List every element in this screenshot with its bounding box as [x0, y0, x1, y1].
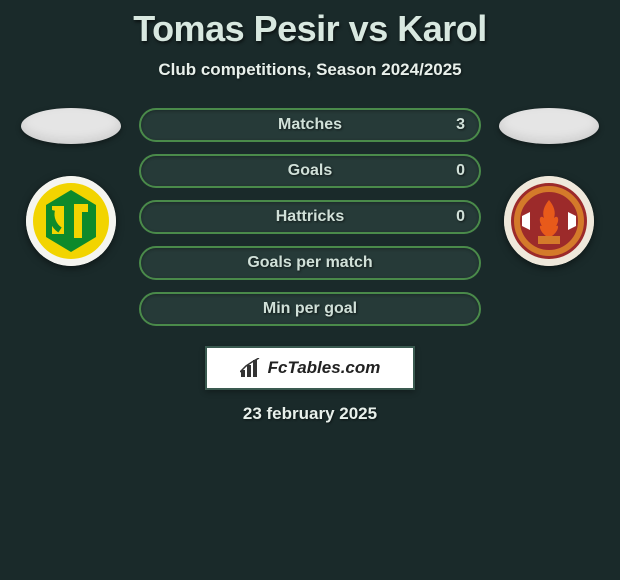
- page-title: Tomas Pesir vs Karol: [0, 8, 620, 50]
- stat-row-hattricks: Hattricks 0: [139, 200, 481, 234]
- player-photo-placeholder-right: [499, 108, 599, 144]
- stat-label: Matches: [278, 116, 342, 134]
- comparison-card: Tomas Pesir vs Karol Club competitions, …: [0, 0, 620, 424]
- stat-label: Goals per match: [247, 254, 372, 272]
- player-photo-placeholder-left: [21, 108, 121, 144]
- brand-box[interactable]: FcTables.com: [205, 346, 415, 390]
- club-badge-left: [26, 176, 116, 266]
- stats-column: Matches 3 Goals 0 Hattricks 0 Goals per …: [139, 108, 481, 326]
- brand-text: FcTables.com: [268, 358, 381, 378]
- stat-row-matches: Matches 3: [139, 108, 481, 142]
- stat-row-min-per-goal: Min per goal: [139, 292, 481, 326]
- page-subtitle: Club competitions, Season 2024/2025: [0, 60, 620, 80]
- stat-value-right: 0: [456, 162, 465, 180]
- footer-date: 23 february 2025: [0, 404, 620, 424]
- right-side: [499, 108, 599, 266]
- left-side: [21, 108, 121, 266]
- stat-value-right: 0: [456, 208, 465, 226]
- club-badge-right: [504, 176, 594, 266]
- stat-label: Goals: [288, 162, 332, 180]
- content-row: Matches 3 Goals 0 Hattricks 0 Goals per …: [0, 108, 620, 326]
- stat-label: Hattricks: [276, 208, 344, 226]
- stat-row-goals: Goals 0: [139, 154, 481, 188]
- stat-value-right: 3: [456, 116, 465, 134]
- club-right-logo-icon: [504, 176, 594, 266]
- club-left-logo-icon: [26, 176, 116, 266]
- bar-chart-icon: [240, 358, 262, 378]
- stat-row-goals-per-match: Goals per match: [139, 246, 481, 280]
- stat-label: Min per goal: [263, 300, 357, 318]
